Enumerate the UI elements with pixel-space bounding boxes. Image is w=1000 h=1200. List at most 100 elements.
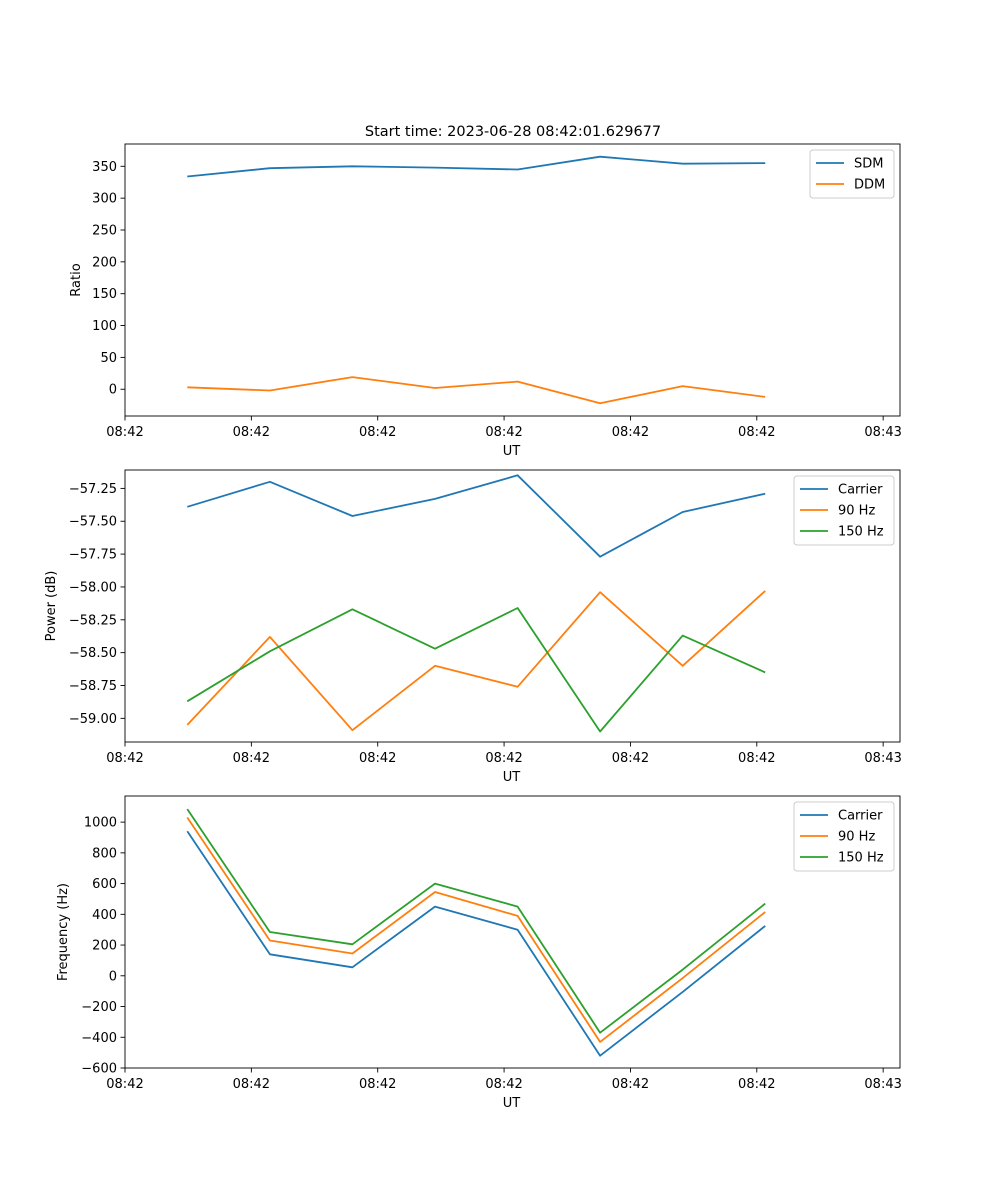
- data-point: [186, 724, 188, 726]
- y-tick-label: −57.50: [69, 515, 117, 530]
- y-tick-label: 300: [92, 192, 117, 207]
- x-tick-label: 08:42: [106, 425, 143, 440]
- y-tick-label: 100: [92, 319, 117, 334]
- data-point: [351, 966, 353, 968]
- data-point: [681, 511, 683, 513]
- x-tick-label: 08:42: [612, 751, 649, 766]
- legend-label: 90 Hz: [838, 830, 875, 845]
- data-point: [516, 928, 518, 930]
- data-point: [764, 492, 766, 494]
- legend: Carrier 90 Hz 150 Hz: [793, 801, 895, 872]
- subplot-1: 08:42 08:42 08:42 08:42 08:42 08:42 08:43 0 50 10…: [69, 143, 902, 459]
- data-point: [351, 943, 353, 945]
- data-point: [516, 474, 518, 476]
- data-point: [269, 167, 271, 169]
- x-tick-label: 08:42: [485, 1077, 522, 1092]
- data-point: [764, 396, 766, 398]
- x-tick-label: 08:42: [106, 751, 143, 766]
- legend-label: SDM: [854, 157, 883, 172]
- data-point: [516, 607, 518, 609]
- data-point: [764, 925, 766, 927]
- y-tick-label: 50: [100, 351, 117, 366]
- y-tick-label: −600: [81, 1062, 117, 1077]
- y-tick-label: −58.75: [69, 679, 117, 694]
- data-point: [516, 915, 518, 917]
- data-point: [269, 650, 271, 652]
- y-tick-label: 600: [92, 877, 117, 892]
- data-point: [186, 700, 188, 702]
- data-point: [351, 729, 353, 731]
- series-line-150-hz: [186, 808, 766, 1034]
- y-tick-label: 0: [109, 969, 117, 984]
- y-tick-label: 200: [92, 255, 117, 270]
- y-tick-label: 400: [92, 908, 117, 923]
- y-tick-label: −58.00: [69, 580, 117, 595]
- data-point: [186, 175, 188, 177]
- x-tick-label: 08:43: [864, 751, 901, 766]
- data-point: [186, 506, 188, 508]
- data-point: [434, 891, 436, 893]
- data-point: [186, 816, 188, 818]
- data-point: [186, 808, 188, 810]
- x-tick-label: 08:42: [738, 751, 775, 766]
- data-point: [186, 386, 188, 388]
- y-tick-label: −200: [81, 1000, 117, 1015]
- x-axis-label: UT: [503, 444, 521, 459]
- data-point: [434, 498, 436, 500]
- x-tick-label: 08:42: [233, 751, 270, 766]
- legend-label: 90 Hz: [838, 504, 875, 519]
- data-point: [516, 380, 518, 382]
- y-tick-label: 800: [92, 846, 117, 861]
- x-tick-label: 08:42: [612, 1077, 649, 1092]
- series-line-carrier: [186, 830, 766, 1057]
- data-point: [764, 590, 766, 592]
- y-axis-label: Ratio: [69, 263, 84, 296]
- data-point: [599, 1055, 601, 1057]
- x-tick-label: 08:42: [106, 1077, 143, 1092]
- legend-label: Carrier: [838, 809, 883, 824]
- data-point: [434, 905, 436, 907]
- y-tick-label: 1000: [84, 816, 117, 831]
- series-line-ddm: [187, 376, 766, 405]
- x-tick-label: 08:42: [738, 425, 775, 440]
- data-point: [434, 648, 436, 650]
- data-point: [681, 634, 683, 636]
- legend: Carrier 90 Hz 150 Hz: [793, 475, 895, 546]
- data-point: [764, 162, 766, 164]
- y-tick-label: 250: [92, 223, 117, 238]
- data-point: [269, 939, 271, 941]
- data-point: [681, 991, 683, 993]
- legend-box: [809, 149, 895, 199]
- data-point: [434, 882, 436, 884]
- data-point: [516, 905, 518, 907]
- data-point: [434, 665, 436, 667]
- y-tick-label: 150: [92, 287, 117, 302]
- data-point: [269, 481, 271, 483]
- x-tick-label: 08:42: [738, 1077, 775, 1092]
- x-axis-label: UT: [503, 1096, 521, 1111]
- x-axis-label: UT: [503, 770, 521, 785]
- series-line-90-hz: [186, 816, 766, 1043]
- data-point: [599, 1031, 601, 1033]
- data-point: [434, 387, 436, 389]
- legend-label: Carrier: [838, 483, 883, 498]
- data-point: [269, 636, 271, 638]
- data-point: [351, 376, 353, 378]
- data-point: [351, 165, 353, 167]
- x-tick-label: 08:43: [864, 425, 901, 440]
- data-point: [599, 591, 601, 593]
- data-point: [516, 686, 518, 688]
- y-tick-label: −59.00: [69, 712, 117, 727]
- subplot-2: 08:42 08:42 08:42 08:42 08:42 08:42 08:43 −59.0…: [44, 469, 902, 785]
- data-point: [599, 402, 601, 404]
- data-point: [351, 608, 353, 610]
- data-point: [681, 163, 683, 165]
- y-axis-label: Frequency (Hz): [56, 883, 71, 981]
- x-tick-label: 08:42: [359, 425, 396, 440]
- data-point: [269, 953, 271, 955]
- data-point: [599, 730, 601, 732]
- x-tick-label: 08:42: [485, 751, 522, 766]
- y-axis-label: Power (dB): [44, 571, 59, 642]
- y-tick-label: −58.50: [69, 646, 117, 661]
